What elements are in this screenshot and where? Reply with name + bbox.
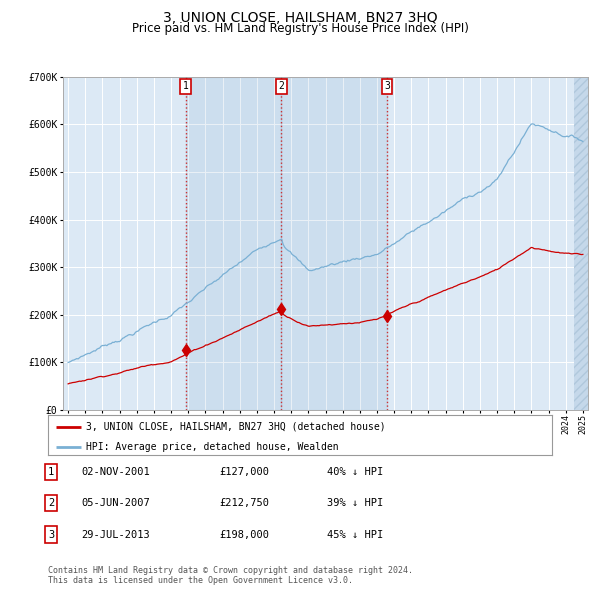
Bar: [185, 77, 281, 410]
Text: 3, UNION CLOSE, HAILSHAM, BN27 3HQ (detached house): 3, UNION CLOSE, HAILSHAM, BN27 3HQ (deta…: [86, 422, 385, 432]
Text: 3: 3: [384, 81, 390, 91]
Bar: [574, 77, 593, 410]
Text: 2: 2: [48, 499, 54, 508]
Text: £212,750: £212,750: [219, 499, 269, 508]
Text: 3, UNION CLOSE, HAILSHAM, BN27 3HQ: 3, UNION CLOSE, HAILSHAM, BN27 3HQ: [163, 11, 437, 25]
Text: 05-JUN-2007: 05-JUN-2007: [81, 499, 150, 508]
Text: 29-JUL-2013: 29-JUL-2013: [81, 530, 150, 539]
Text: 1: 1: [182, 81, 188, 91]
Text: 02-NOV-2001: 02-NOV-2001: [81, 467, 150, 477]
Text: 2: 2: [278, 81, 284, 91]
Text: £127,000: £127,000: [219, 467, 269, 477]
Text: 39% ↓ HPI: 39% ↓ HPI: [327, 499, 383, 508]
Text: Price paid vs. HM Land Registry's House Price Index (HPI): Price paid vs. HM Land Registry's House …: [131, 22, 469, 35]
Text: 1: 1: [48, 467, 54, 477]
Text: Contains HM Land Registry data © Crown copyright and database right 2024.
This d: Contains HM Land Registry data © Crown c…: [48, 566, 413, 585]
Bar: [281, 77, 387, 410]
Text: HPI: Average price, detached house, Wealden: HPI: Average price, detached house, Weal…: [86, 442, 338, 452]
Text: 45% ↓ HPI: 45% ↓ HPI: [327, 530, 383, 539]
Text: £198,000: £198,000: [219, 530, 269, 539]
Text: 40% ↓ HPI: 40% ↓ HPI: [327, 467, 383, 477]
Text: 3: 3: [48, 530, 54, 539]
